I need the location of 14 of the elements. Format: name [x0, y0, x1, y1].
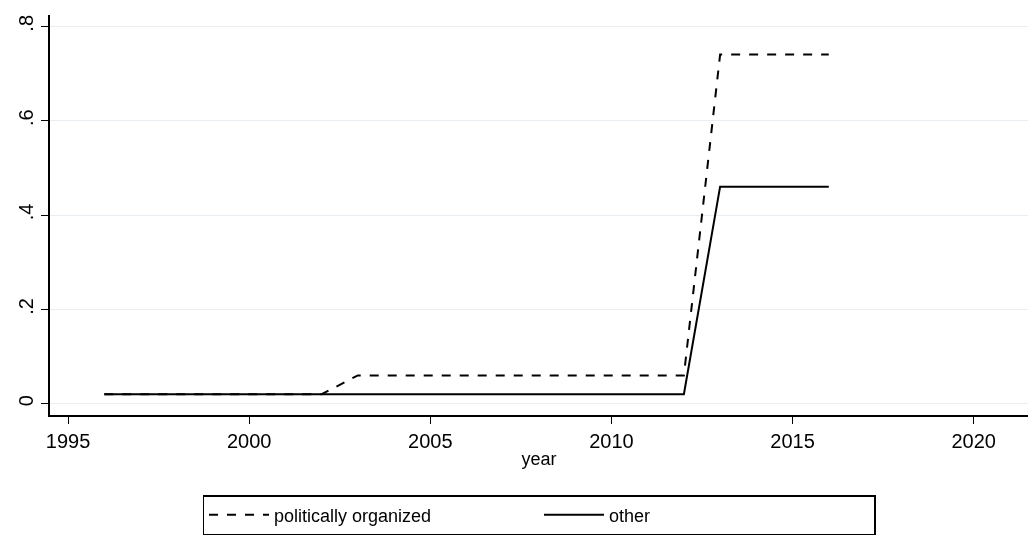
x-tick-label: 2005	[408, 429, 453, 452]
y-tick-label: .8	[15, 14, 38, 32]
legend-label: politically organized	[274, 505, 432, 526]
legend-label: other	[609, 505, 651, 526]
y-tick-label: .4	[15, 203, 38, 221]
x-tick-label: 2010	[589, 429, 634, 452]
y-tick-label: 0	[15, 395, 38, 407]
y-tick-label: .6	[15, 109, 38, 126]
x-tick-label: 2020	[951, 429, 996, 452]
x-tick-label: 1995	[45, 429, 91, 452]
x-tick-label: 2015	[770, 429, 815, 452]
y-tick-label: .2	[15, 298, 38, 315]
x-axis-title: year	[521, 449, 557, 470]
x-tick-label: 2000	[226, 429, 272, 452]
